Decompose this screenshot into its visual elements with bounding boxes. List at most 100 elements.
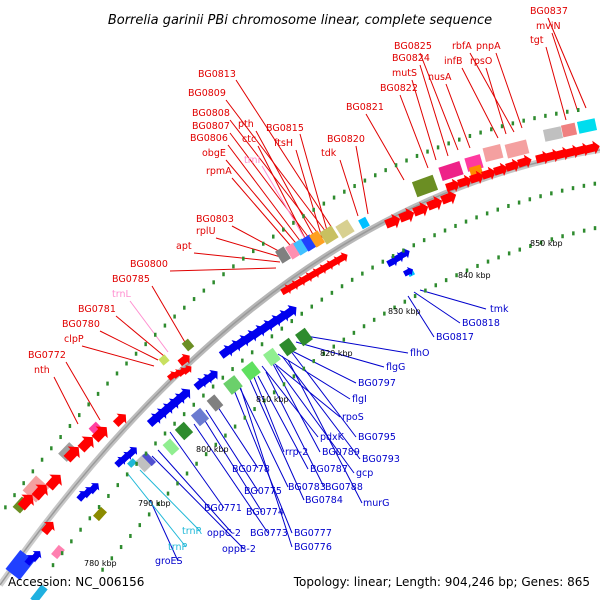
- tick-dot: [500, 124, 504, 129]
- tick-dot: [443, 228, 447, 233]
- gene-arrow: [112, 413, 127, 428]
- gene-label: BG0780: [62, 319, 100, 330]
- tick-dot: [292, 374, 296, 379]
- leader-line: [193, 252, 281, 263]
- rna-label: trnL: [112, 289, 131, 300]
- reverse-labels: tmk BG0818 BG0817 flhO flgG BG0797 flgI …: [155, 304, 509, 567]
- tick-dot: [383, 311, 386, 316]
- feature-block: [319, 225, 339, 245]
- tick-dot: [372, 317, 376, 322]
- tick-dot: [204, 452, 208, 457]
- gene-arrow: [88, 483, 100, 494]
- tick-dot: [485, 211, 489, 216]
- leader-line: [419, 289, 487, 310]
- tick-dot: [79, 527, 82, 532]
- gene-arrow: [384, 214, 401, 229]
- tick-dot: [582, 183, 586, 188]
- gene-label: obgE: [202, 148, 226, 159]
- leader-line: [495, 52, 523, 129]
- forward-labels: BG0837 mviN tgt BG0825 BG0824 rbfA pnpA …: [28, 6, 568, 376]
- tick-dot: [135, 461, 138, 466]
- gene-label: BG0795: [358, 432, 396, 443]
- gene-label: BG0809: [188, 88, 226, 99]
- gene-label: BG0778: [232, 464, 270, 475]
- leader-line: [227, 144, 305, 247]
- feature-block: [560, 122, 578, 138]
- gene-label: BG0824: [392, 53, 430, 64]
- leader-line: [169, 431, 225, 509]
- leader-line: [295, 149, 323, 239]
- feature-block: [93, 506, 107, 522]
- leader-line: [547, 17, 587, 109]
- tick-dot: [464, 219, 468, 224]
- tick-dot: [96, 391, 100, 396]
- gene-label: BG0818: [462, 318, 500, 329]
- tick-dot: [222, 272, 225, 277]
- gene-label: ctc: [242, 134, 256, 145]
- gene-arrow: [398, 208, 415, 223]
- gene-label: BG0821: [346, 102, 384, 113]
- gene-arrow: [176, 388, 191, 402]
- gene-label: BG0783: [288, 482, 326, 493]
- feature-block: [275, 246, 291, 264]
- tick-dot: [144, 342, 147, 347]
- tick-dot: [371, 265, 374, 270]
- tick-dot: [415, 153, 419, 158]
- feature-block: [127, 458, 137, 468]
- gene-label: rpsO: [470, 56, 492, 67]
- gene-arrow: [91, 426, 108, 443]
- gene-label: BG0793: [362, 454, 400, 465]
- gene-label: oppC-2: [207, 528, 241, 539]
- leader-line: [445, 83, 471, 149]
- tick-dot: [468, 133, 472, 138]
- gene-label: infB: [444, 56, 463, 67]
- leader-line: [239, 385, 293, 548]
- leader-line: [285, 347, 357, 384]
- gene-arrow: [30, 551, 42, 562]
- gene-label: rbfA: [452, 41, 472, 52]
- tick-dot: [572, 231, 575, 236]
- tick-dot: [157, 501, 160, 506]
- tick-dot: [22, 481, 25, 486]
- feature-block: [293, 238, 309, 256]
- tick-dot: [195, 461, 198, 466]
- tick-dot: [231, 367, 234, 372]
- leader-line: [251, 371, 285, 453]
- tick-dot: [312, 359, 316, 364]
- feature-block: [158, 354, 170, 366]
- gene-label: BG0803: [196, 214, 234, 225]
- tick-dot: [528, 197, 532, 202]
- tick-dot: [68, 423, 72, 428]
- tick-dot: [260, 342, 264, 347]
- tick-dot: [224, 433, 227, 438]
- leader-line: [129, 300, 169, 353]
- gene-label: groES: [155, 556, 183, 567]
- tick-dot: [342, 337, 346, 342]
- kbp-label: 830 kbp: [388, 307, 421, 316]
- gene-arrow: [398, 248, 410, 260]
- gene-label: BG0808: [192, 108, 230, 119]
- leader-line: [277, 353, 351, 400]
- tick-dot: [475, 215, 478, 220]
- feature-block: [51, 544, 65, 560]
- tick-dot: [544, 113, 547, 118]
- tick-dot: [593, 226, 597, 231]
- leader-line: [399, 94, 429, 169]
- tick-dot: [214, 442, 218, 447]
- tick-dot: [458, 137, 461, 142]
- gene-arrow: [63, 446, 80, 463]
- tick-dot: [292, 220, 295, 225]
- tick-dot: [561, 234, 564, 239]
- tick-dot: [125, 361, 128, 366]
- tick-dot: [106, 381, 109, 386]
- leader-line: [193, 423, 269, 534]
- scale-tick-dots: [4, 108, 597, 572]
- gene-label: tdk: [321, 148, 337, 159]
- tick-dot: [476, 263, 479, 268]
- tick-dot: [361, 271, 364, 276]
- tick-dot: [192, 402, 196, 407]
- leader-line: [485, 67, 507, 135]
- leader-line: [115, 315, 165, 357]
- tick-dot: [270, 334, 274, 339]
